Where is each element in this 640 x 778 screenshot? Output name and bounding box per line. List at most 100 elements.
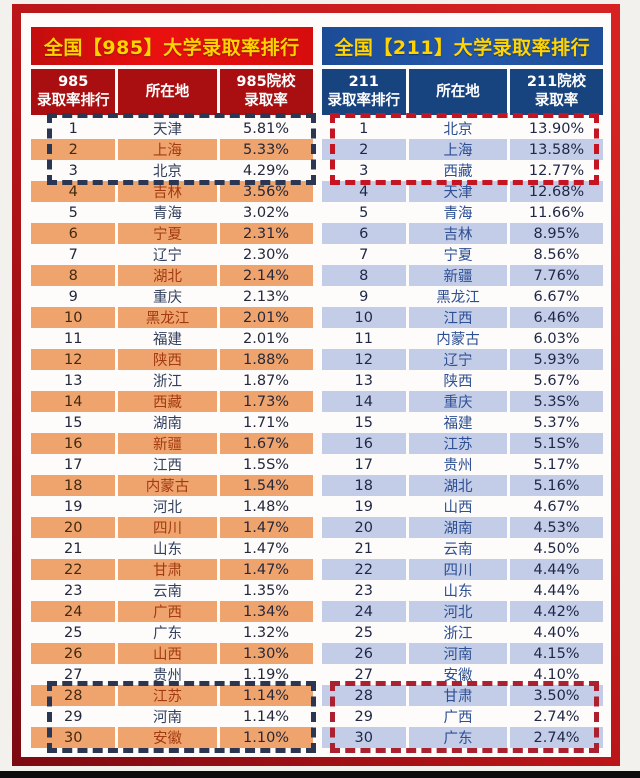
cell-rate: 2.14% — [219, 265, 313, 286]
table-row: 6 宁夏 2.31% — [31, 223, 313, 244]
cell-rank: 2 — [321, 139, 406, 160]
cell-rank: 27 — [63, 666, 83, 683]
cell-province: 辽宁 — [153, 248, 183, 264]
cell-rank: 6 — [31, 223, 116, 244]
table-row: 8 湖北 2.14% — [31, 265, 313, 286]
cell-province: 河北 — [408, 601, 508, 622]
cell-province: 湖北 — [118, 265, 217, 286]
header-985-province: 所在地 — [118, 69, 217, 115]
cell-rank: 4 — [321, 181, 406, 202]
cell-rate: 2.01% — [243, 330, 290, 347]
cell-rank: 23 — [63, 582, 83, 599]
cell-rate: 5.93% — [510, 349, 603, 370]
table-row: 2 上海 13.58% — [321, 139, 603, 160]
table-row: 16 江苏 5.1S% — [321, 433, 603, 454]
cell-province: 黑龙江 — [436, 290, 480, 306]
cell-rank: 25 — [354, 624, 373, 641]
table-row: 25 浙江 4.40% — [322, 622, 604, 643]
cell-rank: 15 — [63, 414, 83, 431]
cell-rate: 1.54% — [219, 475, 313, 496]
cell-rank: 15 — [354, 414, 373, 431]
cell-rate: 2.13% — [243, 288, 290, 305]
cell-rate: 4.29% — [243, 162, 290, 179]
cell-rate: 13.58% — [510, 139, 603, 160]
cell-province: 河南 — [153, 710, 183, 726]
table-row: 26 河南 4.15% — [321, 643, 603, 664]
cell-rank: 12 — [321, 349, 406, 370]
table-row: 9 重庆 2.13% — [31, 286, 313, 307]
cell-rate: 1.67% — [219, 433, 313, 454]
cell-province: 陕西 — [443, 374, 473, 390]
content-area: 全国【985】大学录取率排行 985 录取率排行 所在地 985院校 录取率 1… — [21, 13, 611, 757]
table-row: 5 青海 3.02% — [31, 202, 313, 223]
cell-province: 北京 — [443, 122, 473, 138]
cell-rank: 30 — [321, 727, 406, 748]
table-211-header-row: 211 录取率排行 所在地 211院校 录取率 — [321, 69, 603, 115]
cell-rank: 29 — [63, 708, 83, 725]
cell-rate: 1.5S% — [243, 456, 290, 473]
cell-province: 江苏 — [118, 685, 217, 706]
table-row: 25 广东 1.32% — [31, 622, 313, 643]
cell-rank: 20 — [31, 517, 116, 538]
cell-rank: 11 — [63, 330, 83, 347]
cell-rank: 16 — [31, 433, 116, 454]
cell-province: 江苏 — [408, 433, 508, 454]
table-row: 22 甘肃 1.47% — [31, 559, 313, 580]
cell-province: 浙江 — [443, 626, 473, 642]
cell-province: 贵州 — [443, 458, 473, 474]
cell-rate: 5.81% — [243, 120, 290, 137]
cell-rate: 4.15% — [510, 643, 603, 664]
cell-rank: 17 — [63, 456, 83, 473]
table-211-title: 全国【211】大学录取率排行 — [321, 27, 603, 65]
bottom-black-strip — [0, 771, 640, 778]
table-row: 21 山东 1.47% — [31, 538, 313, 559]
table-row: 30 广东 2.74% — [321, 727, 603, 748]
cell-rank: 5 — [68, 204, 78, 221]
cell-province: 湖北 — [408, 475, 508, 496]
cell-rank: 3 — [68, 162, 78, 179]
table-row: 24 广西 1.34% — [31, 601, 313, 622]
cell-province: 天津 — [153, 122, 183, 138]
cell-rate: 5.1S% — [510, 433, 603, 454]
cell-rate: 1.32% — [243, 624, 290, 641]
cell-rank: 18 — [31, 475, 116, 496]
cell-province: 青海 — [443, 206, 473, 222]
table-row: 14 西藏 1.73% — [31, 391, 313, 412]
table-row: 8 新疆 7.76% — [321, 265, 603, 286]
cell-rank: 21 — [63, 540, 83, 557]
table-row: 27 贵州 1.19% — [31, 664, 313, 685]
cell-rate: 6.67% — [533, 288, 580, 305]
table-row: 23 山东 4.44% — [322, 580, 604, 601]
cell-province: 河南 — [408, 643, 508, 664]
cell-rank: 19 — [354, 498, 373, 515]
cell-rank: 7 — [68, 246, 78, 263]
cell-province: 江西 — [153, 458, 183, 474]
table-row: 5 青海 11.66% — [322, 202, 604, 223]
cell-rate: 5.3S% — [510, 391, 603, 412]
cell-province: 广西 — [118, 601, 217, 622]
cell-province: 湖南 — [153, 416, 183, 432]
cell-province: 黑龙江 — [118, 307, 217, 328]
cell-rank: 22 — [321, 559, 406, 580]
table-row: 3 北京 4.29% — [31, 160, 313, 181]
cell-province: 天津 — [408, 181, 508, 202]
header-211-rate: 211院校 录取率 — [510, 69, 603, 115]
cell-rank: 28 — [31, 685, 116, 706]
cell-rank: 25 — [63, 624, 83, 641]
cell-province: 安徽 — [443, 668, 473, 684]
cell-rate: 4.50% — [533, 540, 580, 557]
cell-province: 吉林 — [118, 181, 217, 202]
cell-rank: 14 — [31, 391, 116, 412]
cell-rank: 26 — [31, 643, 116, 664]
cell-rate: 4.53% — [510, 517, 603, 538]
table-row: 2 上海 5.33% — [31, 139, 313, 160]
cell-province: 四川 — [118, 517, 217, 538]
cell-province: 北京 — [153, 164, 183, 180]
cell-rank: 1 — [359, 120, 369, 137]
table-row: 4 吉林 3.56% — [31, 181, 313, 202]
cell-province: 广西 — [443, 710, 473, 726]
cell-province: 山东 — [153, 542, 183, 558]
cell-province: 四川 — [408, 559, 508, 580]
table-row: 26 山西 1.30% — [31, 643, 313, 664]
